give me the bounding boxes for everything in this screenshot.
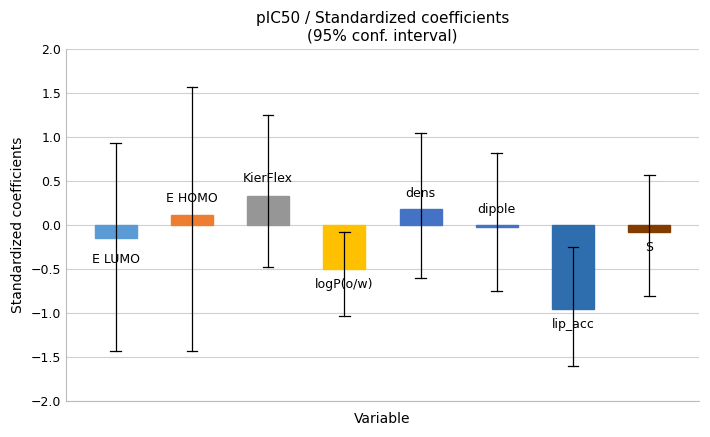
Text: lip_acc: lip_acc [552,318,594,331]
Bar [94,225,136,237]
X-axis label: Variable: Variable [354,412,410,426]
Text: KierFlex: KierFlex [243,173,293,185]
Bar [171,215,213,225]
Text: S: S [645,241,653,254]
Bar [400,209,442,225]
Text: dipole: dipole [478,203,516,216]
Bar [552,225,594,309]
Title: pIC50 / Standardized coefficients
(95% conf. interval): pIC50 / Standardized coefficients (95% c… [256,11,509,44]
Bar [323,225,366,269]
Text: dens: dens [405,187,436,201]
Bar [247,196,289,225]
Y-axis label: Standardized coefficients: Standardized coefficients [11,137,25,313]
Bar [628,225,670,232]
Text: E LUMO: E LUMO [92,253,140,267]
Text: logP(o/w): logP(o/w) [315,278,373,291]
Text: E HOMO: E HOMO [166,192,218,205]
Bar [476,225,518,227]
